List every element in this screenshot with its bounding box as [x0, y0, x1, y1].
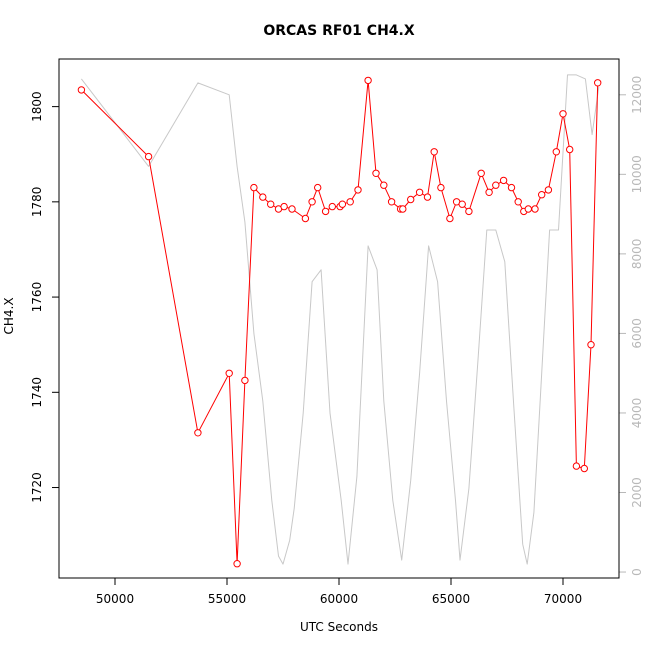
- data-point: [399, 205, 407, 213]
- data-point: [354, 186, 362, 194]
- data-point: [544, 186, 553, 194]
- data-point: [314, 183, 322, 192]
- data-point: [492, 181, 500, 189]
- y-tick-label: 1760: [30, 282, 44, 313]
- x-tick-label: 70000: [544, 592, 582, 606]
- plot-frame: [58, 58, 620, 579]
- y2-tick-label: 6000: [630, 318, 644, 349]
- data-point: [587, 341, 595, 349]
- data-point: [250, 183, 258, 192]
- data-point: [372, 169, 380, 178]
- y2-tick-label: 8000: [630, 239, 644, 270]
- data-point: [538, 191, 546, 199]
- y-axis-title: CH4.X: [2, 297, 16, 334]
- data-point: [346, 198, 354, 206]
- data-point: [301, 214, 310, 223]
- data-point: [288, 205, 296, 213]
- data-point: [338, 200, 347, 208]
- data-point: [430, 148, 438, 156]
- y2-tick-label: 10000: [630, 155, 644, 193]
- data-point: [280, 202, 288, 211]
- y-tick-label: 1740: [30, 377, 44, 408]
- data-point: [594, 79, 602, 87]
- data-point: [241, 376, 249, 385]
- x-tick-label: 50000: [96, 592, 134, 606]
- data-point: [259, 193, 267, 201]
- data-point: [321, 207, 330, 216]
- data-point: [144, 152, 153, 161]
- data-point: [477, 169, 485, 178]
- data-point: [407, 195, 415, 204]
- data-point: [415, 188, 424, 197]
- secondary-series-line: [81, 74, 600, 565]
- data-point: [437, 183, 445, 192]
- y2-tick-label: 0: [630, 568, 644, 576]
- data-point: [465, 207, 473, 216]
- data-point: [566, 145, 574, 154]
- data-point: [485, 188, 493, 197]
- data-point: [559, 110, 567, 118]
- x-tick-label: 55000: [208, 592, 246, 606]
- data-point: [531, 205, 539, 213]
- x-tick-label: 60000: [320, 592, 358, 606]
- data-point: [499, 176, 508, 185]
- data-point: [524, 205, 532, 213]
- data-point: [233, 560, 241, 568]
- data-point: [328, 202, 336, 211]
- data-point: [267, 200, 275, 208]
- data-point: [423, 193, 432, 201]
- data-point: [580, 464, 588, 473]
- data-point: [194, 429, 202, 437]
- data-point: [514, 198, 522, 206]
- data-point: [507, 183, 516, 192]
- x-axis-title: UTC Seconds: [300, 620, 378, 634]
- y-tick-label: 1720: [30, 472, 44, 503]
- data-point: [364, 76, 372, 85]
- data-point: [225, 369, 233, 377]
- data-point: [308, 198, 316, 206]
- y-tick-label: 1800: [30, 91, 44, 122]
- y-tick-label: 1780: [30, 187, 44, 218]
- y2-tick-label: 12000: [630, 76, 644, 114]
- chart-title: ORCAS RF01 CH4.X: [263, 23, 414, 39]
- y2-tick-label: 2000: [630, 477, 644, 508]
- data-point: [458, 200, 466, 208]
- plot-layer: 50000 55000 60000 65000 70000172017401760178…: [30, 74, 644, 606]
- data-point: [380, 181, 388, 189]
- data-point: [387, 198, 396, 206]
- data-point: [572, 462, 581, 470]
- data-point: [77, 86, 86, 94]
- data-point: [446, 214, 454, 223]
- y2-tick-label: 4000: [630, 398, 644, 429]
- data-point: [552, 148, 560, 156]
- x-tick-label: 65000: [432, 592, 470, 606]
